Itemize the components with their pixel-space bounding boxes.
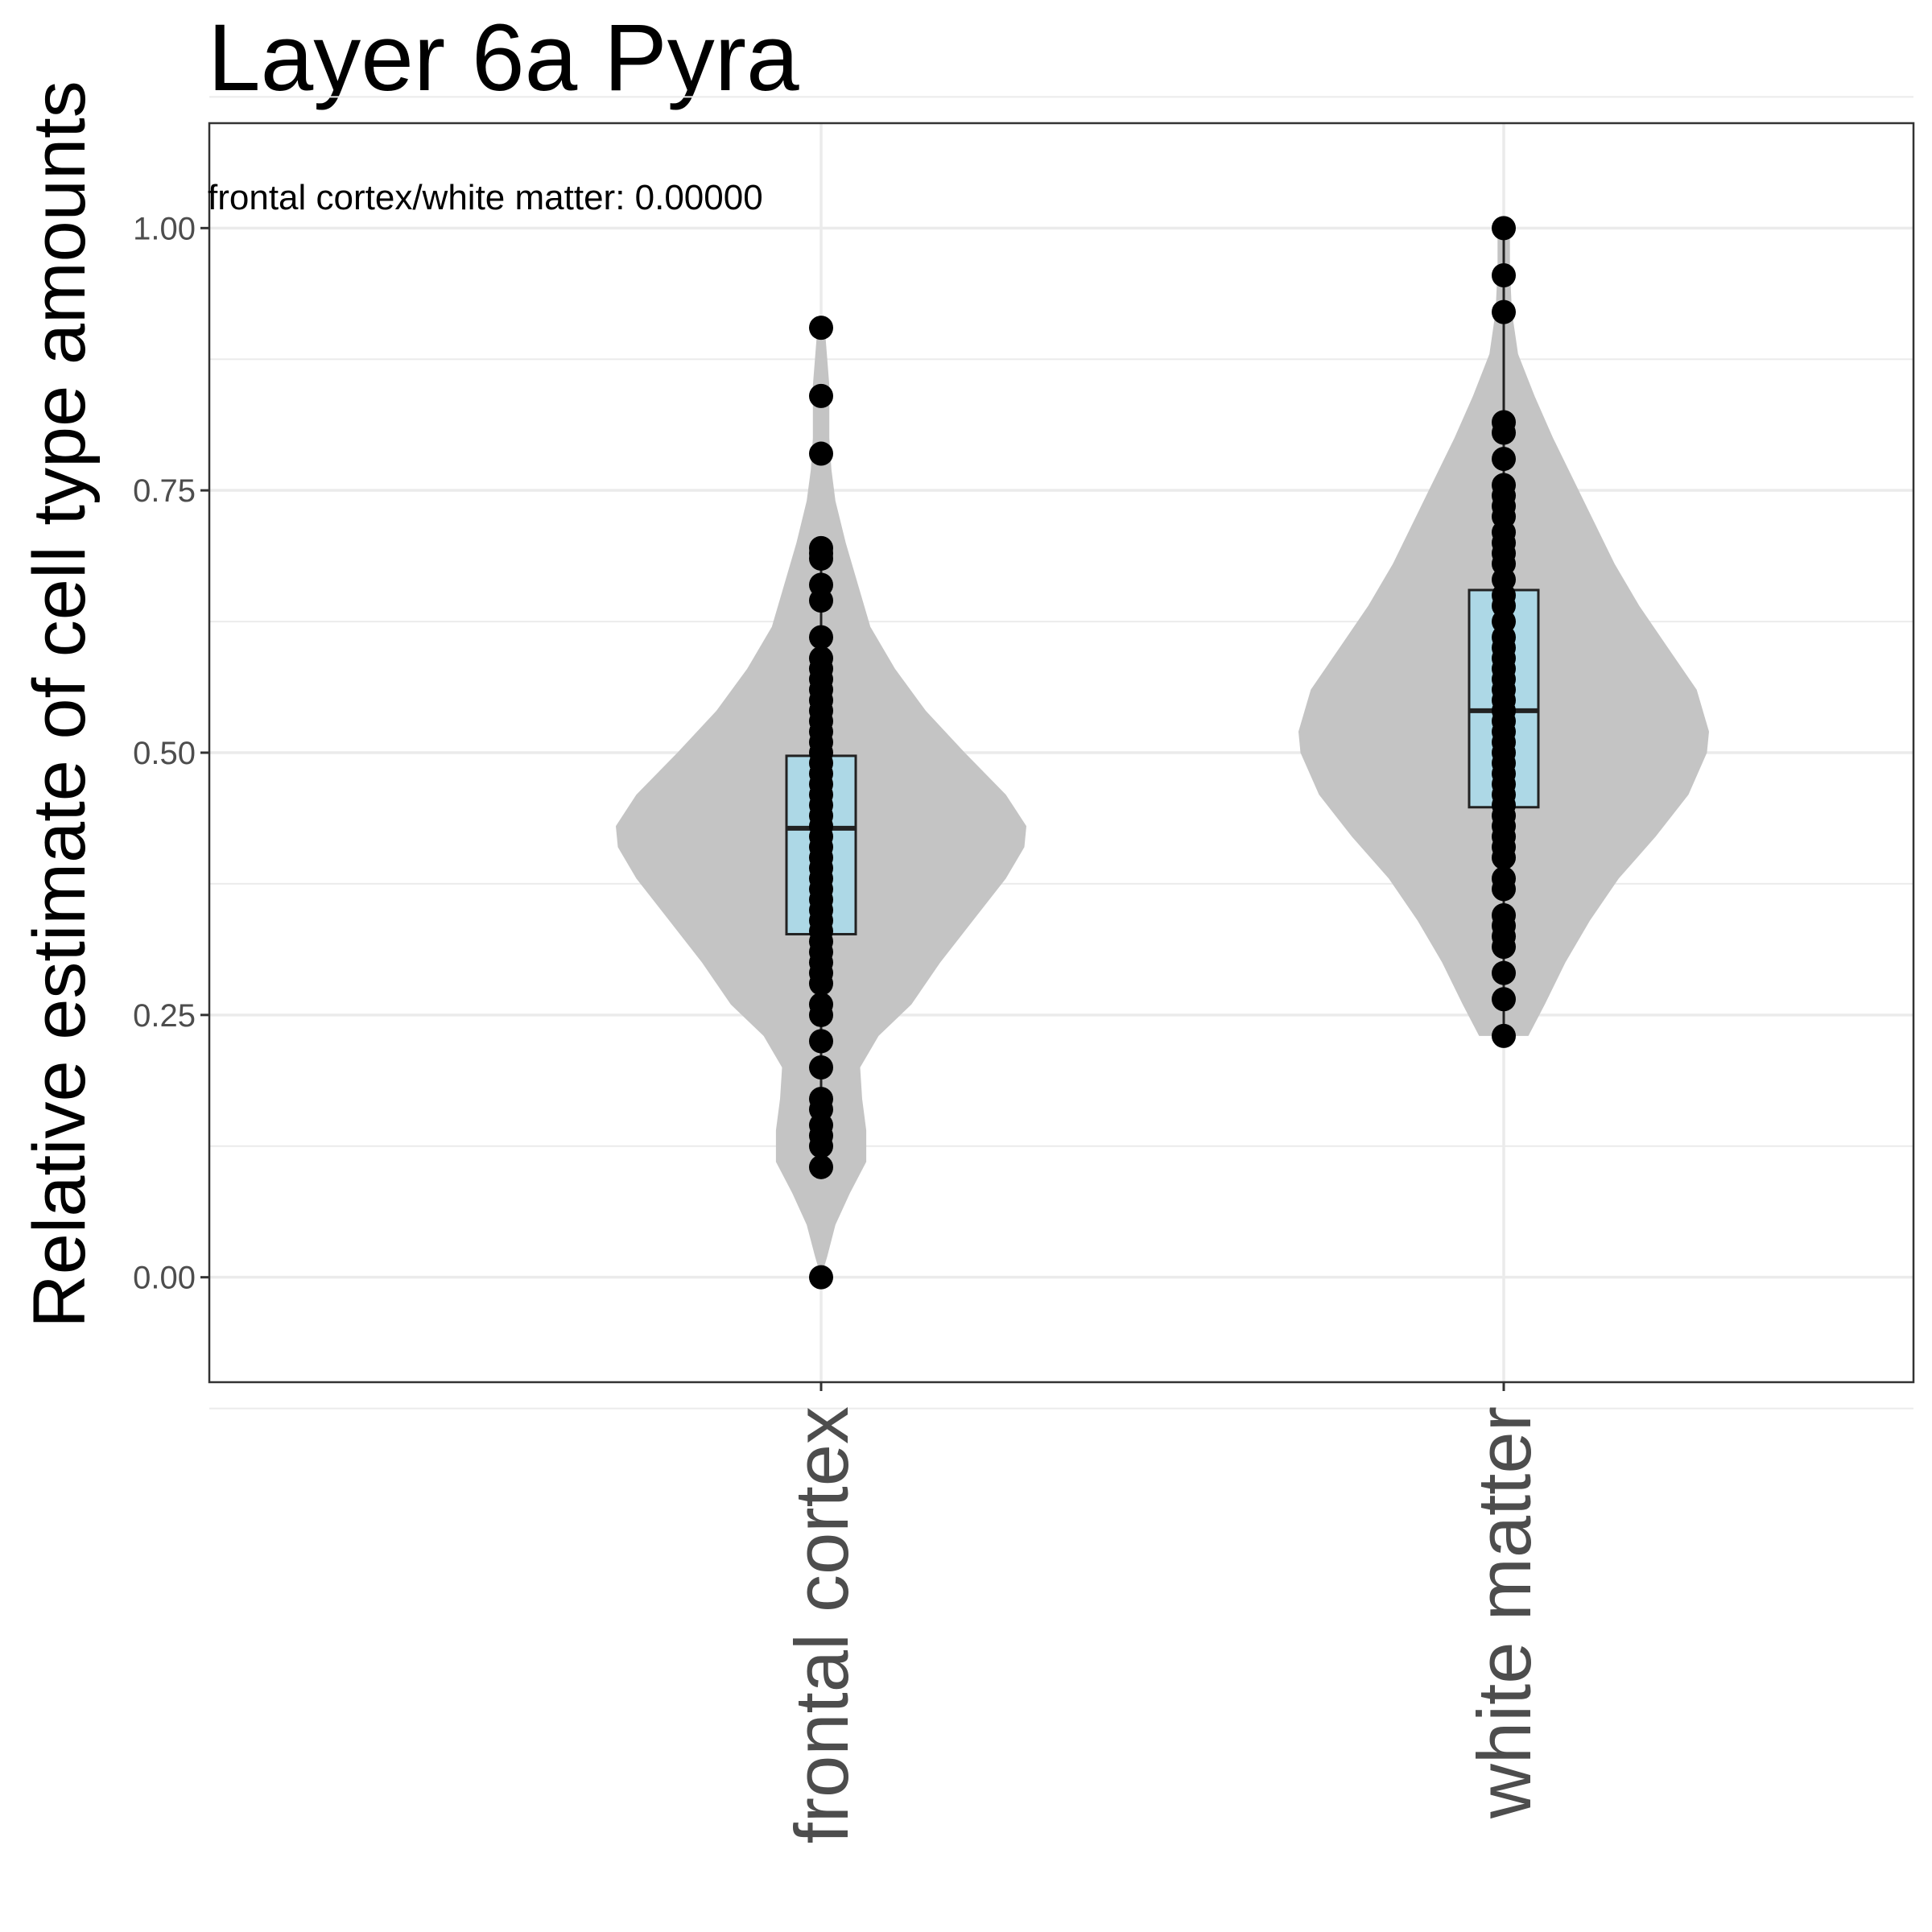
data-point bbox=[809, 1265, 833, 1290]
data-point bbox=[809, 1133, 833, 1158]
data-point bbox=[809, 1154, 833, 1179]
chart-title: Layer 6a Pyra bbox=[208, 5, 799, 111]
data-point bbox=[1492, 845, 1516, 870]
data-point bbox=[1492, 935, 1516, 960]
y-tick-label: 0.75 bbox=[133, 473, 196, 509]
data-point bbox=[1492, 960, 1516, 985]
data-point bbox=[1492, 1023, 1516, 1048]
y-tick-label: 1.00 bbox=[133, 211, 196, 246]
data-point bbox=[809, 625, 833, 650]
data-point bbox=[809, 588, 833, 613]
data-point bbox=[1492, 447, 1516, 472]
data-point bbox=[1492, 877, 1516, 902]
x-axis-ticks: frontal cortex white matter bbox=[779, 1382, 1546, 1843]
x-tick-label: white matter bbox=[1462, 1406, 1546, 1819]
data-point bbox=[1492, 299, 1516, 324]
y-tick-label: 0.00 bbox=[133, 1261, 196, 1296]
data-points bbox=[809, 216, 1516, 1290]
y-axis-label: Relative estimate of cell type amounts bbox=[19, 80, 101, 1327]
data-point bbox=[809, 1029, 833, 1054]
y-tick-label: 0.25 bbox=[133, 998, 196, 1034]
data-point bbox=[809, 546, 833, 571]
data-point bbox=[1492, 420, 1516, 445]
data-point bbox=[809, 1055, 833, 1080]
data-point bbox=[809, 316, 833, 341]
data-point bbox=[1492, 262, 1516, 287]
grid-lines bbox=[209, 96, 1913, 1410]
x-tick-label: frontal cortex bbox=[779, 1406, 864, 1843]
data-point bbox=[809, 441, 833, 466]
comparison-annotation: frontal cortex/white matter: 0.00000 bbox=[208, 178, 763, 217]
data-point bbox=[809, 971, 833, 996]
y-axis-ticks: 0.00 0.25 0.50 0.75 1.00 bbox=[133, 211, 209, 1296]
data-point bbox=[1492, 987, 1516, 1012]
data-point bbox=[809, 383, 833, 408]
data-point bbox=[809, 1002, 833, 1027]
data-point bbox=[1492, 216, 1516, 241]
y-tick-label: 0.50 bbox=[133, 736, 196, 771]
